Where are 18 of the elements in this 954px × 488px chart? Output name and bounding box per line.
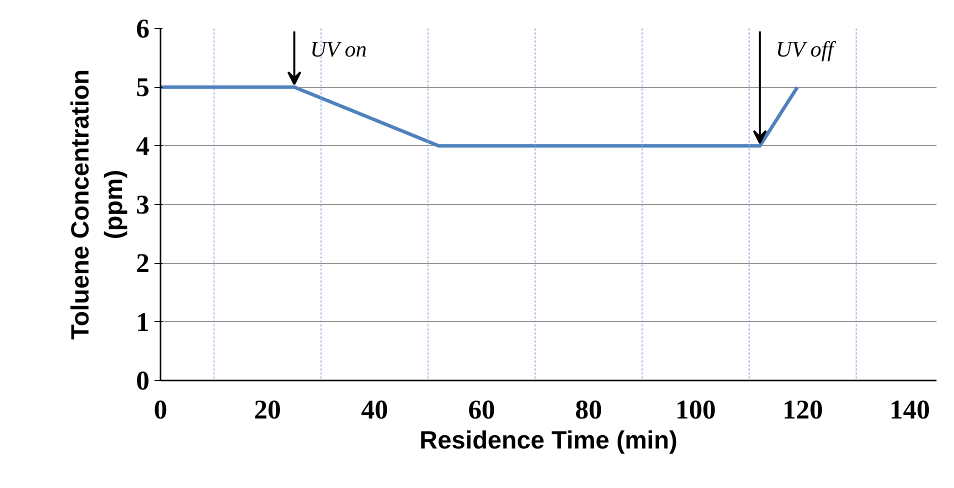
- x-tick-label: 40: [361, 394, 388, 424]
- annotation: UV off: [776, 36, 836, 62]
- y-tick-label: 0: [136, 366, 150, 396]
- x-tick-label: 80: [575, 394, 602, 424]
- y-tick-label: 2: [136, 248, 150, 278]
- annotation: UV on: [310, 36, 367, 62]
- x-tick-label: 60: [468, 394, 496, 424]
- y-axis-title: Toluene Concentration (ppm): [66, 69, 128, 340]
- x-tick-label: 100: [675, 394, 716, 424]
- y-tick-label: 5: [136, 72, 150, 102]
- x-axis-title: Residence Time (min): [420, 426, 678, 454]
- y-tick-label: 1: [136, 306, 150, 337]
- x-tick-label: 120: [782, 394, 823, 424]
- x-tick-label: 20: [254, 394, 282, 424]
- y-tick-label: 6: [136, 14, 150, 44]
- x-tick-label: 140: [889, 394, 930, 424]
- y-tick-label: 4: [136, 130, 150, 161]
- y-tick-label: 3: [136, 190, 150, 220]
